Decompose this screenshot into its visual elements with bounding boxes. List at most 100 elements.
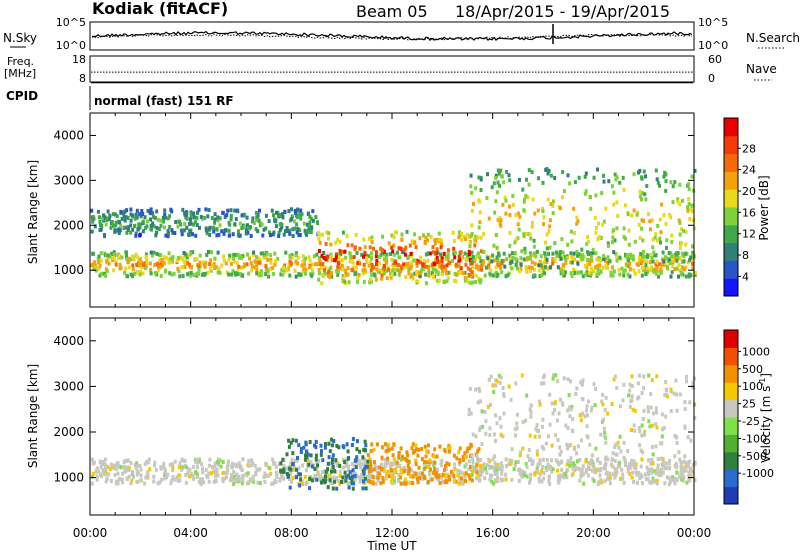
power-echo-cell	[199, 215, 203, 219]
power-echo-cell	[237, 233, 241, 238]
power-echo-cell	[525, 257, 529, 262]
power-echo-cell	[612, 202, 616, 207]
velocity-echo-cell	[321, 476, 325, 481]
power-echo-cell	[437, 278, 441, 283]
velocity-echo-cell	[175, 475, 179, 480]
power-echo-cell	[443, 280, 447, 285]
power-echo-cell	[162, 255, 166, 260]
power-echo-cell	[138, 272, 142, 277]
power-echo-cell	[192, 215, 196, 220]
power-echo-cell	[322, 268, 326, 273]
velocity-echo-cell	[277, 462, 281, 467]
power-echo-cell	[187, 271, 191, 276]
velocity-echo-cell	[660, 427, 664, 432]
power-echo-cell	[114, 223, 118, 228]
power-echo-cell	[570, 274, 574, 278]
velocity-echo-cell	[287, 444, 291, 449]
power-echo-cell	[222, 258, 226, 263]
velocity-echo-cell	[688, 459, 692, 464]
power-echo-cell	[522, 208, 526, 213]
power-echo-cell	[94, 268, 98, 273]
velocity-echo-cell	[244, 471, 248, 476]
velocity-echo-cell	[637, 426, 641, 431]
velocity-echo-cell	[650, 467, 654, 472]
power-echo-cell	[524, 231, 528, 236]
power-echo-cell	[261, 251, 265, 256]
power-echo-cell	[446, 252, 450, 257]
velocity-echo-cell	[313, 474, 317, 479]
velocity-echo-cell	[301, 463, 305, 468]
velocity-echo-cell	[458, 469, 462, 474]
power-echo-cell	[595, 257, 599, 262]
power-echo-cell	[500, 270, 504, 275]
velocity-echo-cell	[600, 480, 604, 485]
power-echo-cell	[295, 208, 299, 213]
power-echo-cell	[181, 207, 185, 212]
velocity-echo-cell	[489, 402, 492, 407]
freq-label-line2: [MHz]	[4, 67, 36, 80]
velocity-echo-cell	[316, 463, 319, 468]
velocity-echo-cell	[478, 388, 482, 393]
power-echo-cell	[541, 266, 545, 271]
velocity-echo-cell	[527, 448, 531, 452]
power-echo-cell	[305, 222, 309, 227]
velocity-echo-cell	[221, 479, 225, 484]
velocity-echo-cell	[650, 423, 654, 428]
velocity-echo-cell	[435, 475, 439, 480]
power-echo-cell	[103, 234, 107, 239]
velocity-echo-cell	[152, 479, 156, 484]
power-echo-cell	[301, 269, 305, 274]
power-echo-cell	[100, 216, 104, 221]
velocity-echo-cell	[342, 480, 346, 484]
power-echo-cell	[213, 212, 217, 217]
velocity-echo-cell	[689, 466, 693, 471]
power-echo-cell	[236, 229, 240, 234]
power-echo-cell	[276, 256, 280, 261]
power-echo-cell	[596, 167, 599, 172]
power-echo-cell	[212, 262, 216, 267]
power-echo-cell	[277, 214, 281, 219]
power-echo-cell	[533, 251, 536, 256]
freq-left-tick-bottom: 8	[79, 72, 86, 85]
velocity-echo-cell	[231, 465, 234, 470]
power-echo-cell	[296, 261, 300, 266]
power-echo-cell	[272, 230, 276, 235]
velocity-echo-cell	[144, 475, 148, 480]
power-echo-cell	[682, 228, 686, 233]
power-echo-cell	[195, 271, 199, 276]
velocity-echo-cell	[489, 374, 493, 379]
velocity-echo-cell	[622, 382, 626, 387]
velocity-echo-cell	[214, 479, 218, 484]
velocity-echo-cell	[433, 460, 436, 465]
power-echo-cell	[690, 174, 694, 179]
power-echo-cell	[594, 230, 598, 235]
power-echo-cell	[375, 259, 379, 263]
velocity-colorbar-tick-label: -25	[742, 415, 760, 428]
velocity-echo-cell	[338, 473, 342, 478]
velocity-echo-cell	[414, 471, 418, 476]
power-echo-cell	[204, 228, 208, 233]
power-colorbar-swatch	[724, 224, 738, 244]
velocity-echo-cell	[562, 376, 566, 381]
velocity-echo-cell	[331, 464, 335, 469]
power-echo-cell	[530, 170, 534, 175]
velocity-echo-cell	[556, 379, 560, 384]
power-echo-cell	[341, 279, 345, 284]
power-echo-cell	[348, 259, 352, 264]
velocity-echo-cell	[565, 442, 569, 447]
velocity-echo-cell	[310, 478, 314, 483]
velocity-echo-cell	[633, 428, 637, 433]
power-echo-cell	[666, 266, 669, 271]
power-echo-cell	[459, 266, 463, 271]
velocity-echo-cell	[602, 417, 606, 422]
velocity-echo-cell	[544, 441, 548, 446]
power-echo-cell	[283, 268, 287, 273]
velocity-echo-cell	[495, 471, 499, 475]
power-echo-cell	[177, 256, 181, 260]
velocity-echo-cell	[624, 461, 628, 466]
velocity-echo-cell	[558, 397, 562, 402]
power-echo-cell	[287, 209, 291, 214]
velocity-echo-cell	[554, 373, 558, 378]
velocity-echo-cell	[95, 466, 99, 471]
velocity-echo-cell	[406, 453, 410, 458]
